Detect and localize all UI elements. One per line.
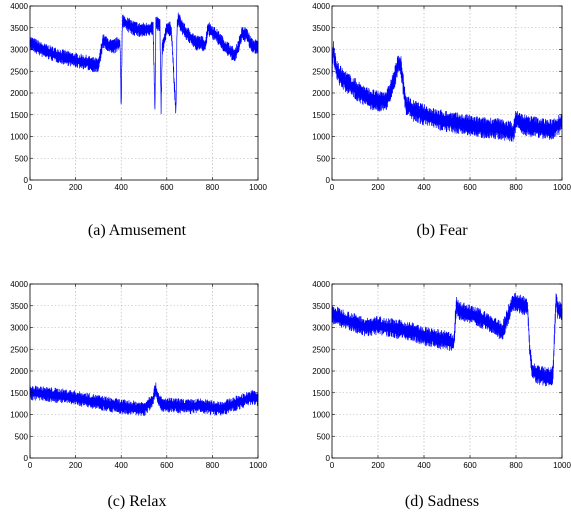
panel-c: 0 200 400 600 800 1000 0 500 1000 1500 2000 2500 300… xyxy=(10,280,267,470)
y-tick-label-d: 3000 xyxy=(312,324,330,333)
x-tick-label-b: 800 xyxy=(509,183,523,192)
x-tick-label-d: 800 xyxy=(509,461,523,470)
panel-b: 0 200 400 600 800 1000 0 500 1000 1500 2000 2500 300… xyxy=(312,2,571,192)
y-tick-label-c: 4000 xyxy=(10,280,28,289)
y-tick-label-c: 1500 xyxy=(10,389,28,398)
y-tick-label-a: 0 xyxy=(24,176,29,185)
y-tick-label-d: 0 xyxy=(326,454,331,463)
y-tick-label-d: 1000 xyxy=(312,411,330,420)
x-tick-label-b: 1000 xyxy=(553,183,571,192)
y-tick-label-c: 1000 xyxy=(10,411,28,420)
y-tick-label-c: 3000 xyxy=(10,324,28,333)
y-tick-label-b: 1000 xyxy=(312,133,330,142)
x-tick-label-b: 400 xyxy=(417,183,431,192)
y-tick-label-b: 2000 xyxy=(312,89,330,98)
caption-a: (a) Amusement xyxy=(87,222,187,239)
series-line-b xyxy=(331,41,563,142)
x-tick-label-c: 400 xyxy=(115,461,129,470)
x-tick-label-a: 200 xyxy=(69,183,83,192)
y-tick-label-d: 500 xyxy=(317,432,331,441)
y-tick-label-b: 3500 xyxy=(312,24,330,33)
y-tick-label-c: 0 xyxy=(24,454,29,463)
y-tick-label-b: 500 xyxy=(317,154,331,163)
y-tick-label-a: 2500 xyxy=(10,67,28,76)
caption-c: (c) Relax xyxy=(107,493,167,510)
y-tick-label-b: 4000 xyxy=(312,2,330,11)
x-tick-label-a: 600 xyxy=(160,183,174,192)
y-tick-label-a: 4000 xyxy=(10,2,28,11)
y-tick-label-a: 1500 xyxy=(10,111,28,120)
x-tick-label-b: 0 xyxy=(330,183,335,192)
x-tick-label-a: 1000 xyxy=(249,183,267,192)
y-tick-label-d: 2500 xyxy=(312,345,330,354)
y-tick-label-b: 1500 xyxy=(312,111,330,120)
y-tick-label-c: 500 xyxy=(15,432,29,441)
x-tick-label-b: 200 xyxy=(371,183,385,192)
y-tick-label-a: 1000 xyxy=(10,133,28,142)
y-tick-label-a: 500 xyxy=(15,154,29,163)
series-line-a xyxy=(29,12,259,115)
y-tick-label-d: 3500 xyxy=(312,302,330,311)
x-tick-label-c: 800 xyxy=(206,461,220,470)
x-tick-label-d: 400 xyxy=(417,461,431,470)
x-tick-label-c: 200 xyxy=(69,461,83,470)
x-tick-label-a: 0 xyxy=(28,183,33,192)
y-tick-label-c: 2000 xyxy=(10,367,28,376)
x-tick-label-d: 0 xyxy=(330,461,335,470)
y-tick-label-a: 3000 xyxy=(10,46,28,55)
x-tick-label-d: 600 xyxy=(463,461,477,470)
caption-d: (d) Sadness xyxy=(404,493,480,510)
panel-d: 0 200 400 600 800 1000 0 500 1000 1500 2000 2500 300… xyxy=(312,280,571,470)
y-tick-label-d: 2000 xyxy=(312,367,330,376)
panel-a: 0 200 400 600 800 1000 0 500 1000 1500 2000 2500 300… xyxy=(10,2,267,192)
y-tick-label-b: 0 xyxy=(326,176,331,185)
y-tick-label-d: 1500 xyxy=(312,389,330,398)
series-line-d xyxy=(331,292,563,387)
caption-b: (b) Fear xyxy=(416,222,468,239)
y-tick-label-d: 4000 xyxy=(312,280,330,289)
y-tick-label-c: 3500 xyxy=(10,302,28,311)
x-tick-label-d: 1000 xyxy=(553,461,571,470)
x-tick-label-c: 600 xyxy=(160,461,174,470)
x-tick-label-b: 600 xyxy=(463,183,477,192)
x-tick-label-a: 400 xyxy=(115,183,129,192)
y-tick-label-c: 2500 xyxy=(10,345,28,354)
y-tick-label-b: 3000 xyxy=(312,46,330,55)
x-tick-label-c: 1000 xyxy=(249,461,267,470)
y-tick-label-b: 2500 xyxy=(312,67,330,76)
x-tick-label-d: 200 xyxy=(371,461,385,470)
series-line-c xyxy=(29,382,259,417)
y-tick-label-a: 2000 xyxy=(10,89,28,98)
x-tick-label-c: 0 xyxy=(28,461,33,470)
y-tick-label-a: 3500 xyxy=(10,24,28,33)
x-tick-label-a: 800 xyxy=(206,183,220,192)
